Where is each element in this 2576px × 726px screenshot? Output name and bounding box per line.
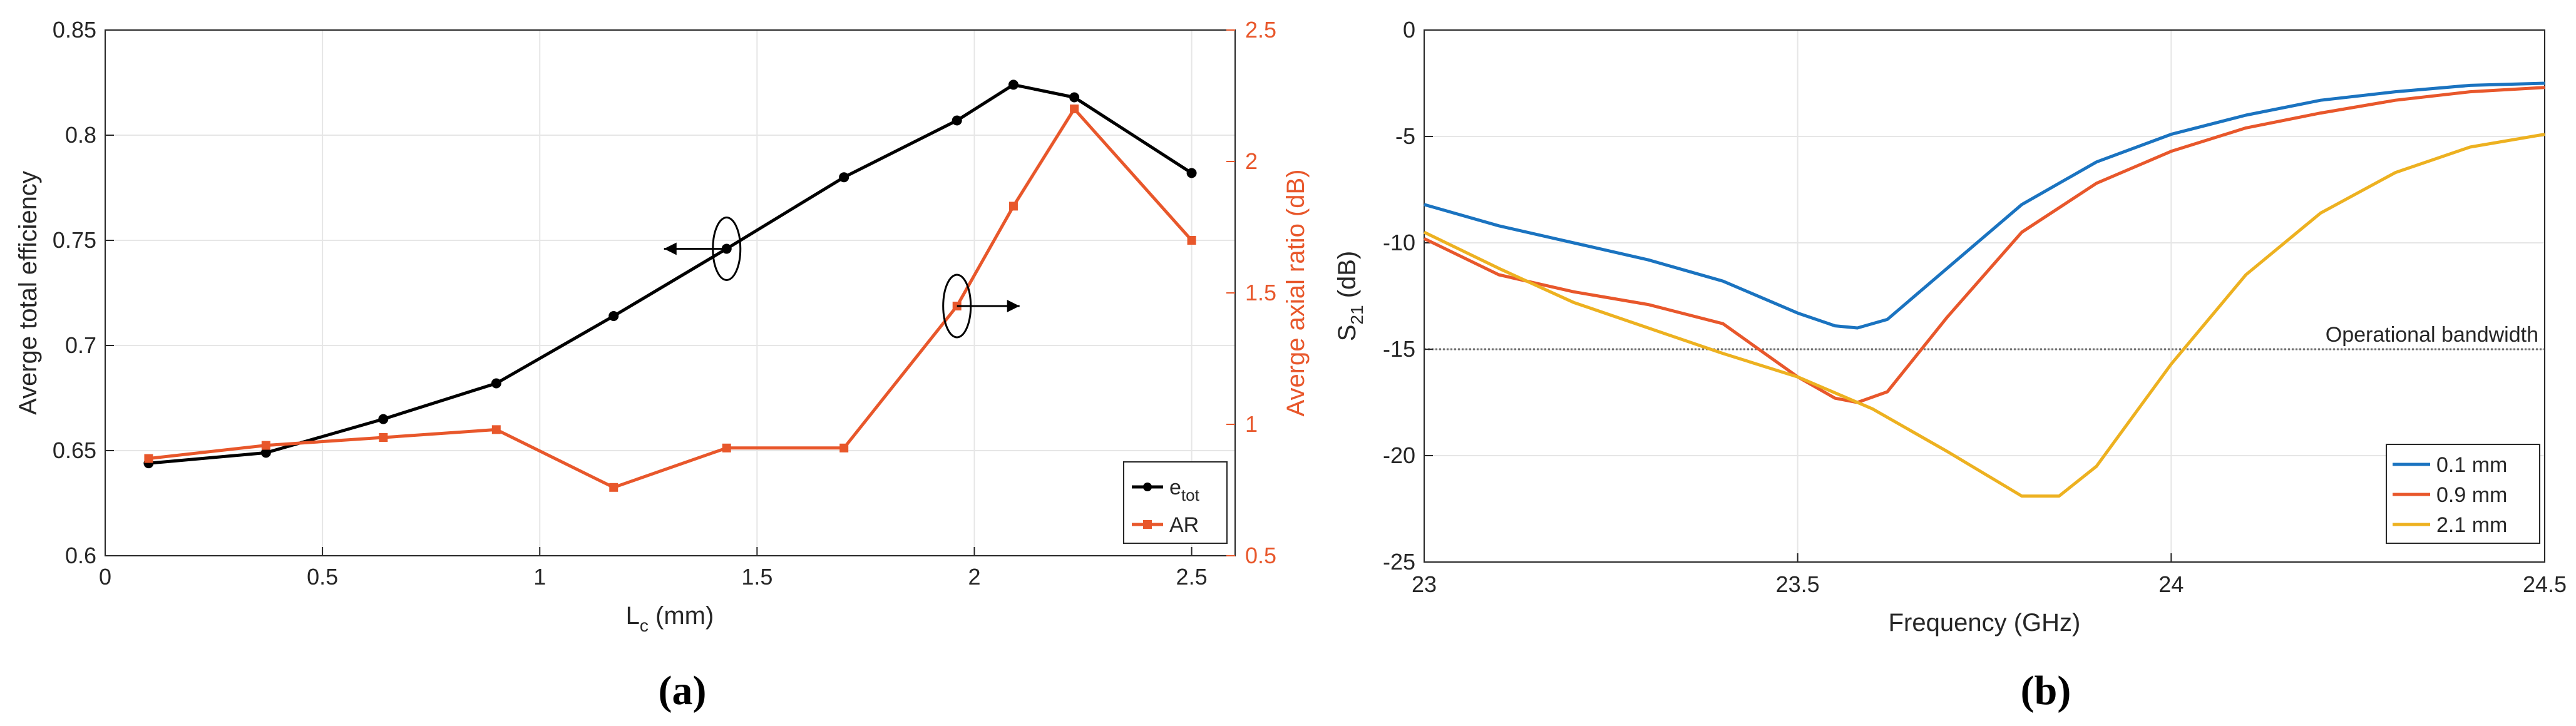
y-tick-label-left: 0.8 [65, 122, 96, 148]
y-tick-label: -25 [1383, 549, 1415, 575]
panel-a-y-axis-label-right: Averge axial ratio (dB) [1282, 170, 1310, 417]
annotation-arrow-head [664, 242, 677, 255]
legend-label-0-9mm: 0.9 mm [2436, 483, 2507, 507]
x-tick-label: 2.5 [1176, 564, 1208, 590]
panel-b-series [1423, 81, 2545, 498]
annotation-arrow-head [1007, 300, 1020, 312]
y-tick-label-right: 2.5 [1245, 17, 1276, 43]
x-tick-label: 0.5 [307, 564, 338, 590]
panel-b-label: (b) [2021, 668, 2071, 713]
series-line-2-1-mm [1423, 133, 2545, 498]
panel-b-legend: 0.1 mm 0.9 mm 2.1 mm [2386, 444, 2540, 544]
panel-a-y-axis-label-left: Averge total efficiency [14, 171, 42, 415]
data-point [491, 378, 501, 389]
y-tick-label-left: 0.7 [65, 332, 96, 358]
series-line-ar [148, 107, 1193, 489]
legend-marker-etot [1143, 483, 1152, 491]
data-point [1008, 202, 1018, 211]
y-tick-label: 0 [1403, 17, 1415, 43]
data-point [1070, 105, 1079, 113]
y-tick-label-right: 2 [1245, 148, 1258, 174]
panel-b-y-ticks: -25 -20 -15 -10 -5 0 [1383, 17, 1433, 575]
data-point [1008, 79, 1019, 90]
series-line-e-tot [148, 83, 1193, 465]
series-line-0-1-mm [1424, 81, 2545, 330]
x-tick-label: 24 [2158, 571, 2183, 597]
y-tick-label-left: 0.6 [65, 543, 96, 568]
legend-label-0-1mm: 0.1 mm [2436, 453, 2507, 477]
data-point [379, 433, 388, 442]
y-tick-label: -5 [1395, 123, 1415, 149]
data-point [144, 454, 153, 463]
y-tick-label-left: 0.75 [53, 227, 96, 253]
panel-a-y-ticks-right: 0.5 1 1.5 2 2.5 [1226, 17, 1276, 568]
data-point [261, 441, 270, 450]
x-tick-label: 23 [1412, 571, 1437, 597]
panel-a-plot-frame [105, 29, 1236, 556]
legend-label-etot: etot [1169, 476, 1200, 504]
panel-a-annotations [664, 216, 1020, 339]
x-tick-label: 1 [533, 564, 546, 590]
data-point [609, 483, 618, 492]
y-tick-label-right: 0.5 [1245, 543, 1276, 568]
legend-label-2-1mm: 2.1 mm [2436, 513, 2507, 537]
x-tick-label: 2 [968, 564, 980, 590]
panel-a-grid [105, 29, 1235, 556]
data-point [952, 115, 962, 126]
data-point [260, 447, 271, 458]
x-tick-label: 24.5 [2523, 571, 2567, 597]
panel-a-legend-box [1123, 461, 1228, 544]
operational-bandwidth-label: Operational bandwidth [2326, 323, 2538, 347]
y-tick-label-right: 1 [1245, 411, 1258, 437]
y-tick-label-right: 1.5 [1245, 280, 1276, 305]
data-point [1069, 92, 1080, 103]
x-tick-label: 23.5 [1776, 571, 1820, 597]
y-tick-label: -10 [1383, 230, 1415, 255]
data-point [839, 443, 849, 452]
panel-b-x-ticks: 23 23.5 24 24.5 [1412, 553, 2567, 597]
panel-a-label: (a) [659, 668, 707, 713]
panel-b-y-axis-label: S21 (dB) [1333, 251, 1367, 342]
panel-b-x-axis-label: Frequency (GHz) [1889, 609, 2081, 637]
panel-a-x-ticks: 0 0.5 1 1.5 2 2.5 [99, 547, 1208, 590]
data-point [839, 172, 849, 183]
x-tick-label: 1.5 [741, 564, 772, 590]
y-tick-label-left: 0.85 [53, 17, 96, 43]
legend-label-ar: AR [1169, 513, 1199, 537]
data-point [608, 310, 619, 321]
y-tick-label: -15 [1383, 336, 1415, 362]
panel-a-series [143, 79, 1197, 492]
data-point [378, 414, 389, 424]
data-point [1186, 168, 1197, 178]
x-tick-label: 0 [99, 564, 111, 590]
panel-a-x-axis-label: Lc (mm) [626, 602, 714, 635]
series-line-0-9-mm [1423, 86, 2545, 404]
y-tick-label: -20 [1383, 442, 1415, 468]
panel-a-legend: etot AR [1123, 461, 1228, 544]
data-point [1187, 236, 1196, 245]
legend-marker-ar [1143, 520, 1152, 529]
panel-a-y-ticks-left: 0.6 0.65 0.7 0.75 0.8 0.85 [53, 17, 114, 568]
data-point [722, 443, 731, 452]
data-point [491, 425, 501, 434]
y-tick-label-left: 0.65 [53, 437, 96, 463]
panel-b-plot-frame [1424, 29, 2545, 563]
panel-a: 0 0.5 1 1.5 2 2.5 0.6 0.65 0.7 0.75 0.8 0.85 0.5 1 1… [14, 17, 1310, 713]
panel-b: Operational bandwidth 23 23.5 24 24.5 -25-2… [1333, 17, 2567, 713]
